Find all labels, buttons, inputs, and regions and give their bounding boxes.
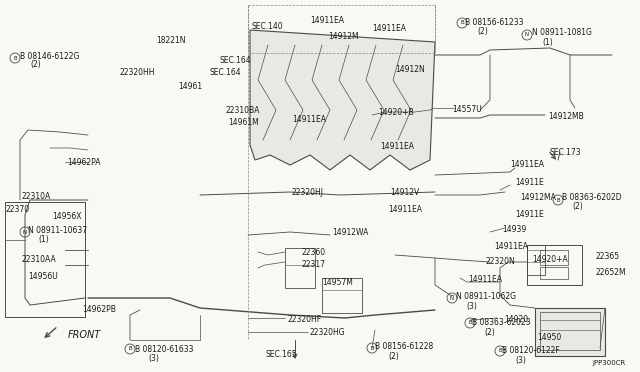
- Text: (2): (2): [388, 352, 399, 361]
- Text: 14957M: 14957M: [322, 278, 353, 287]
- Bar: [540, 250, 568, 265]
- Text: N: N: [23, 230, 27, 234]
- Bar: [527, 245, 582, 285]
- Bar: [248, 5, 435, 53]
- Text: 14912V: 14912V: [390, 188, 419, 197]
- Text: 22317: 22317: [302, 260, 326, 269]
- Text: 14911E: 14911E: [515, 210, 544, 219]
- Bar: [5, 202, 85, 317]
- Text: 14920+A: 14920+A: [532, 255, 568, 264]
- Text: SEC.140: SEC.140: [252, 22, 284, 31]
- Text: 14956U: 14956U: [28, 272, 58, 281]
- Text: 22320HF: 22320HF: [288, 315, 322, 324]
- Text: 22370: 22370: [5, 205, 29, 214]
- Bar: [535, 308, 605, 356]
- Bar: [540, 312, 600, 350]
- Text: B: B: [460, 20, 464, 26]
- Text: (3): (3): [466, 302, 477, 311]
- Text: (3): (3): [148, 354, 159, 363]
- Text: 14911EA: 14911EA: [292, 115, 326, 124]
- Text: 14557U: 14557U: [452, 105, 482, 114]
- Text: 14912MA: 14912MA: [520, 193, 556, 202]
- Text: (2): (2): [572, 202, 583, 211]
- Text: B 08146-6122G: B 08146-6122G: [20, 52, 79, 61]
- Text: 14911EA: 14911EA: [310, 16, 344, 25]
- Text: N: N: [525, 32, 529, 38]
- Text: (1): (1): [38, 235, 49, 244]
- Text: 22652M: 22652M: [596, 268, 627, 277]
- Text: B 08156-61228: B 08156-61228: [375, 342, 433, 351]
- Bar: [322, 278, 362, 313]
- Text: 14961M: 14961M: [228, 118, 259, 127]
- Text: SEC.173: SEC.173: [550, 148, 582, 157]
- Text: 14939: 14939: [502, 225, 526, 234]
- Text: B: B: [370, 346, 374, 350]
- Text: 14911EA: 14911EA: [468, 275, 502, 284]
- Text: 14911EA: 14911EA: [510, 160, 544, 169]
- Text: 22310A: 22310A: [22, 192, 51, 201]
- Text: 22320HG: 22320HG: [310, 328, 346, 337]
- Text: N 08911-1081G: N 08911-1081G: [532, 28, 592, 37]
- Text: (2): (2): [477, 27, 488, 36]
- Text: 14911EA: 14911EA: [388, 205, 422, 214]
- Text: 14920+B: 14920+B: [378, 108, 413, 117]
- Text: B 08120-61633: B 08120-61633: [135, 345, 193, 354]
- Text: B: B: [128, 346, 132, 352]
- Text: B: B: [556, 198, 560, 202]
- Polygon shape: [82, 30, 435, 340]
- Text: 14950: 14950: [537, 333, 561, 342]
- Text: 14920: 14920: [504, 315, 528, 324]
- Text: 14912N: 14912N: [395, 65, 425, 74]
- Text: 14911EA: 14911EA: [494, 242, 528, 251]
- Text: B: B: [498, 349, 502, 353]
- Text: 22365: 22365: [596, 252, 620, 261]
- Text: 22320N: 22320N: [485, 257, 515, 266]
- Text: B 08120-6122F: B 08120-6122F: [502, 346, 560, 355]
- Text: N 08911-10637: N 08911-10637: [28, 226, 87, 235]
- Text: 14912MB: 14912MB: [548, 112, 584, 121]
- Text: 22310BA: 22310BA: [226, 106, 260, 115]
- Text: 14911EA: 14911EA: [372, 24, 406, 33]
- Text: 14911E: 14911E: [515, 178, 544, 187]
- Text: SEC.165: SEC.165: [265, 350, 296, 359]
- Text: B 08363-6202D: B 08363-6202D: [562, 193, 621, 202]
- Text: 22320HH: 22320HH: [120, 68, 156, 77]
- Text: 14956X: 14956X: [52, 212, 81, 221]
- Text: B 08156-61233: B 08156-61233: [465, 18, 524, 27]
- Text: N 08911-1062G: N 08911-1062G: [456, 292, 516, 301]
- Text: JPP300CR: JPP300CR: [592, 360, 625, 366]
- Text: 22310AA: 22310AA: [22, 255, 57, 264]
- Text: (3): (3): [515, 356, 526, 365]
- Text: N: N: [450, 295, 454, 301]
- Text: 18221N: 18221N: [156, 36, 186, 45]
- Text: B 08363-62023: B 08363-62023: [472, 318, 531, 327]
- Text: 22320HJ: 22320HJ: [292, 188, 324, 197]
- Text: SEC.164: SEC.164: [210, 68, 242, 77]
- Text: 14961: 14961: [178, 82, 202, 91]
- Bar: [540, 267, 568, 279]
- Bar: [285, 248, 315, 288]
- Polygon shape: [250, 30, 435, 170]
- Text: FRONT: FRONT: [68, 330, 101, 340]
- Text: 14962PA: 14962PA: [67, 158, 100, 167]
- Text: (2): (2): [484, 328, 495, 337]
- Text: 14911EA: 14911EA: [380, 142, 414, 151]
- Text: 14962PB: 14962PB: [82, 305, 116, 314]
- Text: (1): (1): [542, 38, 553, 47]
- Bar: [527, 245, 545, 275]
- Text: SEC.164: SEC.164: [220, 56, 252, 65]
- Text: B: B: [468, 321, 472, 326]
- Text: 14912M: 14912M: [328, 32, 358, 41]
- Text: 14912WA: 14912WA: [332, 228, 369, 237]
- Text: 22360: 22360: [302, 248, 326, 257]
- Text: (2): (2): [30, 60, 41, 69]
- Text: B: B: [13, 55, 17, 61]
